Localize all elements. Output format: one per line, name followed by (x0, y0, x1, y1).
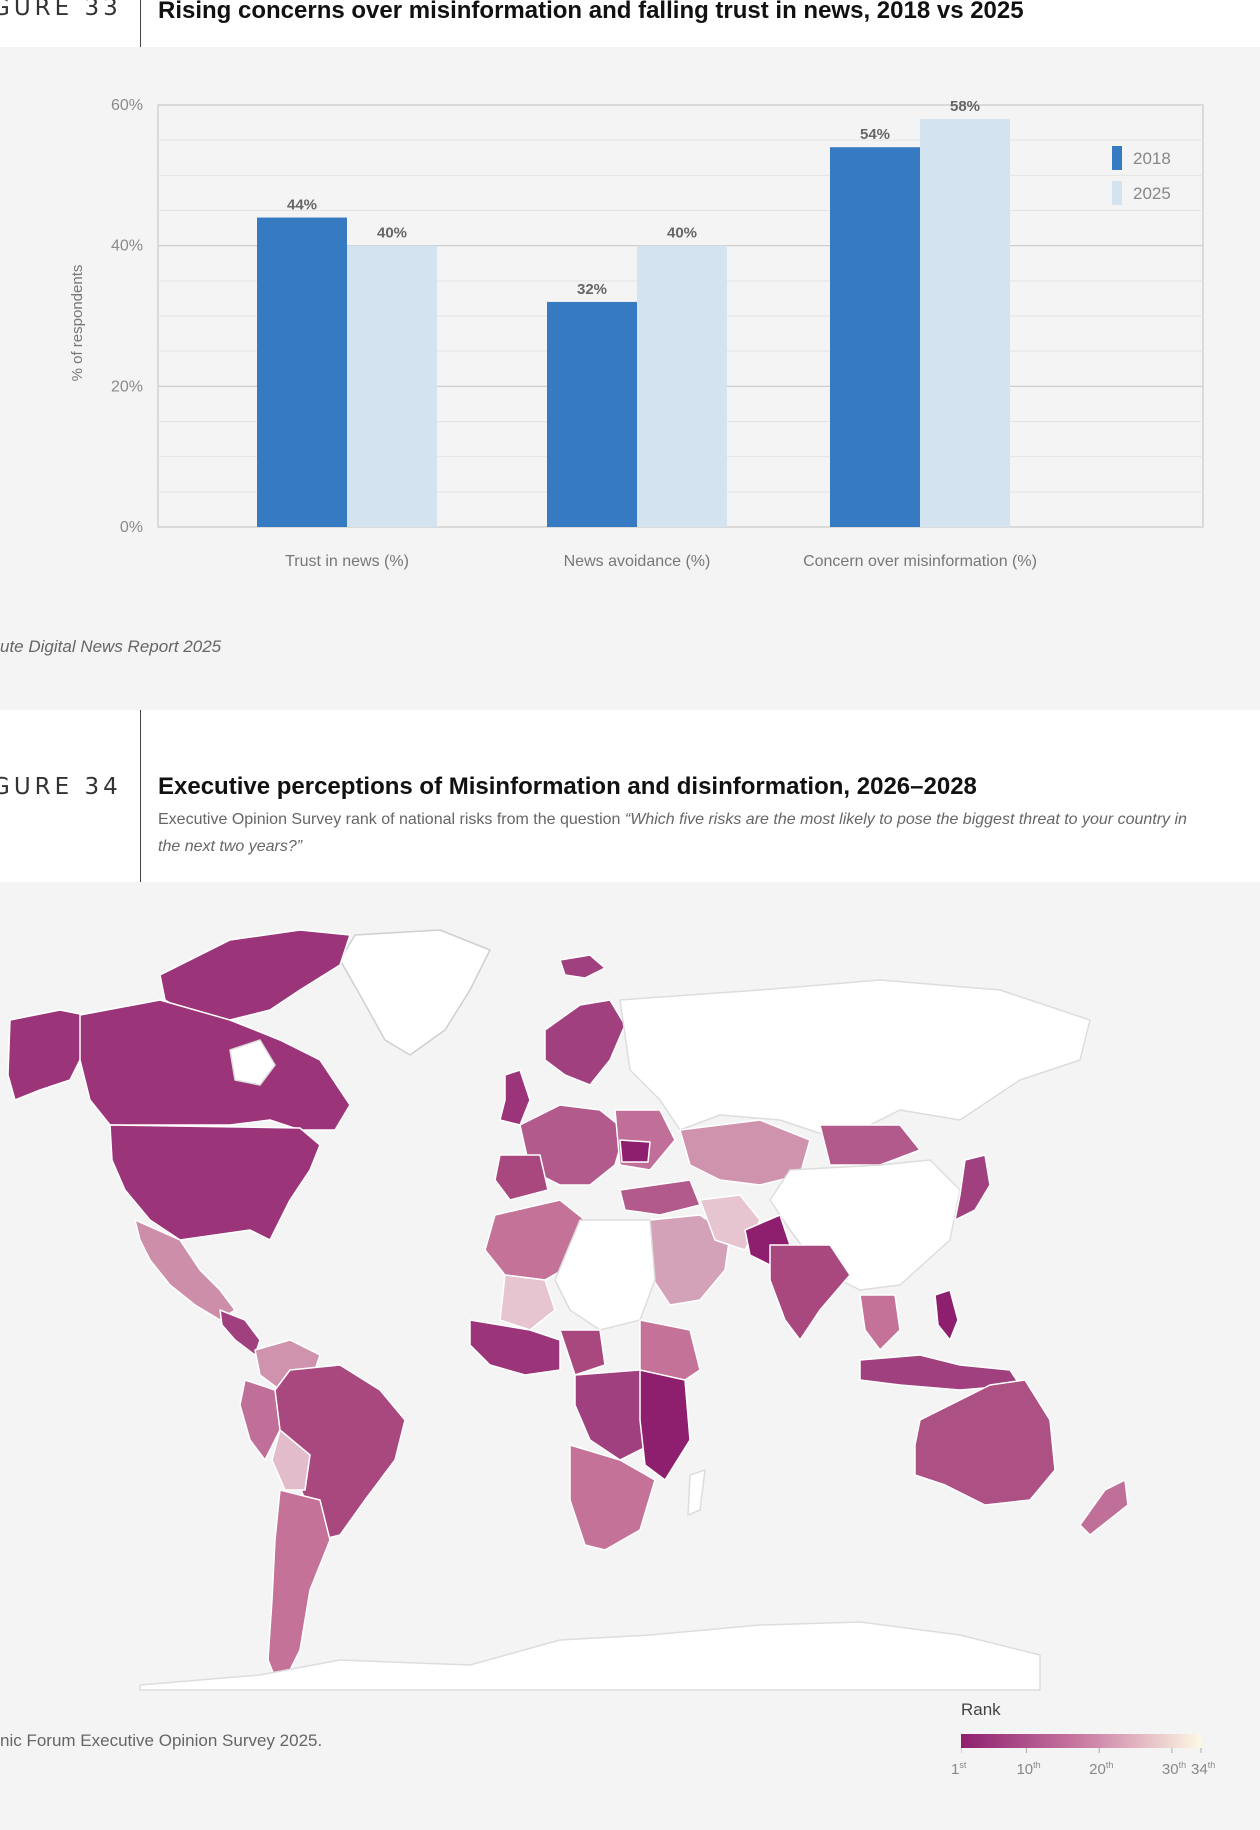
fig34-header-band (0, 710, 1260, 882)
map-region-philippines (934, 1289, 959, 1341)
map-region-alaska (7, 1009, 86, 1101)
bar-data-label: 58% (950, 98, 980, 115)
fig34-subtitle-text: Executive Opinion Survey rank of nationa… (158, 811, 625, 828)
rank-tick-label: 1st (951, 1760, 967, 1778)
y-axis-label: % of respondents (69, 265, 86, 382)
map-region-tanzania-mozambique (639, 1369, 691, 1481)
map-region-mongolia (819, 1124, 921, 1166)
y-tick-label: 20% (111, 378, 143, 395)
map-region-southern-africa (569, 1444, 656, 1551)
fig34-subtitle: Executive Opinion Survey rank of nationa… (158, 806, 1198, 860)
map-region-bolivia (271, 1429, 311, 1491)
bar-2025 (920, 119, 1010, 528)
map-region-kazakhstan (679, 1119, 811, 1186)
rank-gradient-bar (961, 1734, 1201, 1748)
map-region-australia (914, 1379, 1056, 1506)
rank-tick-label: 34th (1191, 1760, 1216, 1778)
bar-2018 (257, 217, 347, 528)
y-tick-label: 60% (111, 97, 143, 114)
fig34-label: GURE 34 (0, 774, 122, 800)
bar-chart: 0% 20% 40% 60% 44% 40% 32% 40% 54% 58% Trust in … (69, 97, 1204, 570)
fig33-source: ute Digital News Report 2025 (0, 637, 222, 656)
fig34-source: nic Forum Executive Opinion Survey 2025. (0, 1731, 323, 1750)
rank-tick-label: 30th (1161, 1760, 1187, 1778)
map-region-iberia (494, 1154, 549, 1201)
rank-legend-title: Rank (961, 1700, 1001, 1719)
bar-data-label: 44% (287, 197, 317, 214)
map-region-scandinavia (544, 999, 626, 1086)
world-choropleth-map (7, 929, 1129, 1691)
legend-swatch-2018 (1112, 146, 1122, 170)
category-label: Concern over misinformation (%) (803, 553, 1037, 570)
map-region-central-america (219, 1309, 261, 1356)
map-region-romania (619, 1139, 651, 1163)
map-region-japan (954, 1154, 991, 1221)
map-region-southeast-asia (859, 1294, 901, 1351)
bar-data-label: 54% (860, 126, 890, 143)
bar-2018 (830, 147, 920, 527)
fig34-subtitle-question: “Which five risks are the most likely to… (158, 811, 1187, 855)
map-region-peru (239, 1379, 281, 1461)
map-region-sahel (499, 1274, 556, 1331)
category-label: Trust in news (%) (285, 553, 409, 570)
bar-data-label: 40% (377, 225, 407, 242)
map-region-iceland (559, 954, 606, 979)
bar-data-label: 32% (577, 281, 607, 298)
map-region-india (769, 1244, 851, 1341)
map-region-russia (619, 979, 1091, 1141)
map-region-madagascar (687, 1469, 706, 1516)
bar-2025 (347, 245, 437, 527)
map-region-uk (499, 1069, 531, 1126)
bar-2025 (637, 245, 727, 527)
fig34-title: Executive perceptions of Misinformation … (158, 773, 977, 800)
map-region-nigeria (559, 1329, 606, 1376)
map-region-greenland (339, 929, 491, 1056)
bar-data-label: 40% (667, 225, 697, 242)
map-region-mexico (134, 1219, 236, 1321)
map-region-hudson-bay (229, 1039, 276, 1086)
rank-tick-label: 20th (1089, 1760, 1114, 1778)
map-region-canada (79, 999, 351, 1131)
rank-color-scale (961, 1734, 1202, 1753)
fig33-title: Rising concerns over misinformation and … (158, 0, 1024, 24)
category-label: News avoidance (%) (564, 553, 711, 570)
map-region-west-africa (469, 1319, 561, 1376)
map-region-sahara-no-data (554, 1219, 656, 1331)
fig33-header-band (0, 0, 1260, 47)
map-region-antarctica (139, 1621, 1041, 1691)
fig34-separator (140, 710, 141, 882)
map-region-turkey (619, 1179, 701, 1216)
fig33-separator (140, 0, 141, 47)
map-region-usa (109, 1124, 321, 1241)
fig33-label: GURE 33 (0, 0, 122, 21)
legend-swatch-2025 (1112, 181, 1122, 205)
legend-label: 2025 (1133, 184, 1171, 203)
map-region-canadian-arctic (159, 929, 351, 1021)
map-region-argentina-chile (267, 1489, 331, 1691)
y-tick-label: 40% (111, 238, 143, 255)
legend-label: 2018 (1133, 149, 1171, 168)
rank-tick-label: 10th (1016, 1760, 1041, 1778)
y-tick-label: 0% (120, 519, 143, 536)
bar-2018 (547, 301, 637, 527)
map-region-new-zealand (1079, 1479, 1129, 1536)
